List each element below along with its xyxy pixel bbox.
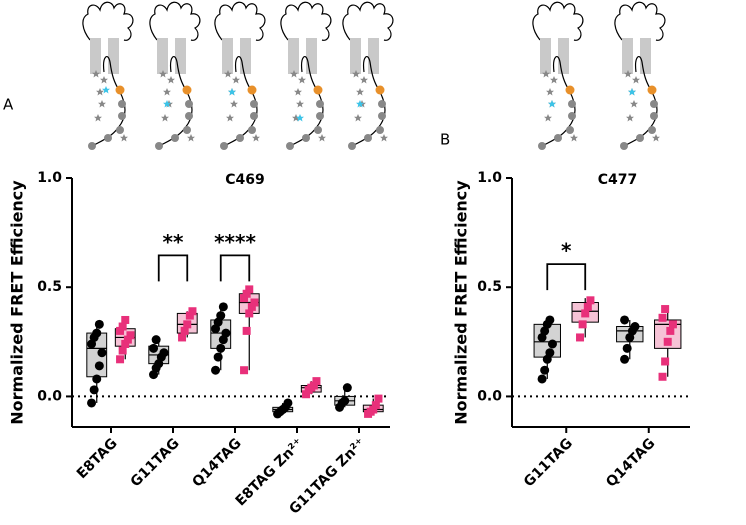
- y-tick-label: 0.0: [37, 388, 62, 404]
- data-point: [283, 398, 293, 408]
- y-tick-label: 0.5: [37, 279, 62, 295]
- significance-bracket: [219, 254, 251, 282]
- data-point: [123, 335, 132, 344]
- data-point: [116, 355, 125, 364]
- data-point: [87, 398, 97, 408]
- data-point: [240, 366, 249, 375]
- significance-bracket: [157, 254, 189, 282]
- data-point: [245, 285, 254, 294]
- data-point: [240, 294, 249, 303]
- data-point: [658, 372, 667, 381]
- chart-title: C477: [598, 172, 638, 188]
- data-point: [216, 343, 226, 353]
- data-point: [118, 346, 127, 355]
- data-point: [371, 401, 380, 410]
- data-point: [661, 305, 670, 314]
- significance-label: ****: [214, 230, 256, 254]
- data-point: [668, 320, 677, 329]
- data-point: [250, 298, 259, 307]
- data-point: [581, 309, 590, 318]
- y-tick-label: 0.0: [477, 388, 502, 404]
- significance-label: **: [163, 230, 184, 254]
- data-point: [94, 319, 104, 329]
- schematics: [83, 2, 665, 150]
- data-point: [242, 326, 251, 335]
- y-axis-label: Normalized FRET Efficiency: [8, 180, 27, 425]
- data-point: [121, 315, 130, 324]
- data-point: [116, 326, 125, 335]
- data-point: [92, 374, 102, 384]
- data-point: [151, 335, 161, 345]
- data-point: [537, 374, 547, 384]
- significance-bracket: [546, 263, 587, 291]
- data-point: [216, 311, 226, 321]
- panel-label: B: [440, 131, 450, 149]
- data-point: [218, 302, 228, 312]
- data-point: [342, 383, 352, 393]
- data-point: [97, 348, 107, 358]
- x-tick-label: E8TAG: [74, 435, 121, 482]
- data-point: [586, 296, 595, 305]
- data-point: [242, 289, 251, 298]
- data-point: [374, 394, 383, 403]
- data-point: [540, 365, 550, 375]
- data-point: [576, 333, 585, 342]
- data-point: [118, 322, 127, 331]
- data-point: [620, 315, 630, 325]
- y-tick-label: 0.5: [477, 279, 502, 295]
- data-point: [630, 322, 640, 332]
- data-point: [211, 365, 221, 375]
- data-point: [622, 343, 632, 353]
- data-point: [340, 396, 350, 406]
- data-point: [121, 340, 130, 348]
- data-point: [666, 326, 675, 335]
- data-point: [309, 381, 318, 390]
- chart-panel: B C477 Normalized FRET Efficiency 0.0 0.5 1.0…: [440, 131, 690, 491]
- data-point: [547, 339, 557, 349]
- data-point: [247, 302, 256, 311]
- data-point: [545, 348, 555, 358]
- data-point: [89, 385, 99, 395]
- data-point: [663, 337, 672, 346]
- data-point: [94, 361, 104, 371]
- data-point: [312, 377, 321, 386]
- data-point: [545, 315, 555, 325]
- data-point: [126, 331, 135, 340]
- data-point: [658, 313, 667, 322]
- data-point: [92, 328, 102, 338]
- y-tick-label: 1.0: [37, 170, 62, 186]
- x-tick-label: Q14TAG: [189, 435, 244, 490]
- significance-label: *: [561, 239, 572, 263]
- y-axis-label: Normalized FRET Efficiency: [452, 180, 471, 425]
- data-point: [369, 405, 378, 414]
- y-tick-label: 1.0: [477, 170, 502, 186]
- data-point: [578, 320, 587, 329]
- x-tick-label: Q14TAG: [603, 435, 658, 490]
- data-point: [185, 311, 194, 320]
- data-point: [159, 348, 169, 358]
- data-point: [180, 326, 189, 335]
- data-point: [183, 320, 192, 329]
- data-point: [302, 390, 311, 399]
- chart-title: C469: [225, 172, 265, 188]
- data-point: [221, 328, 231, 338]
- x-tick-label: G11TAG: [521, 435, 576, 490]
- data-point: [213, 352, 223, 362]
- panel-label: A: [3, 96, 14, 114]
- data-point: [583, 302, 592, 311]
- data-point: [620, 354, 630, 364]
- data-point: [188, 307, 197, 316]
- x-tick-label: G11TAG: [128, 435, 183, 490]
- data-point: [245, 309, 254, 318]
- chart-panel: A C469 Normalized FRET Efficiency 0.0 0.5 1.0…: [3, 96, 390, 518]
- data-point: [178, 333, 187, 342]
- data-point: [149, 343, 159, 353]
- data-point: [661, 357, 670, 366]
